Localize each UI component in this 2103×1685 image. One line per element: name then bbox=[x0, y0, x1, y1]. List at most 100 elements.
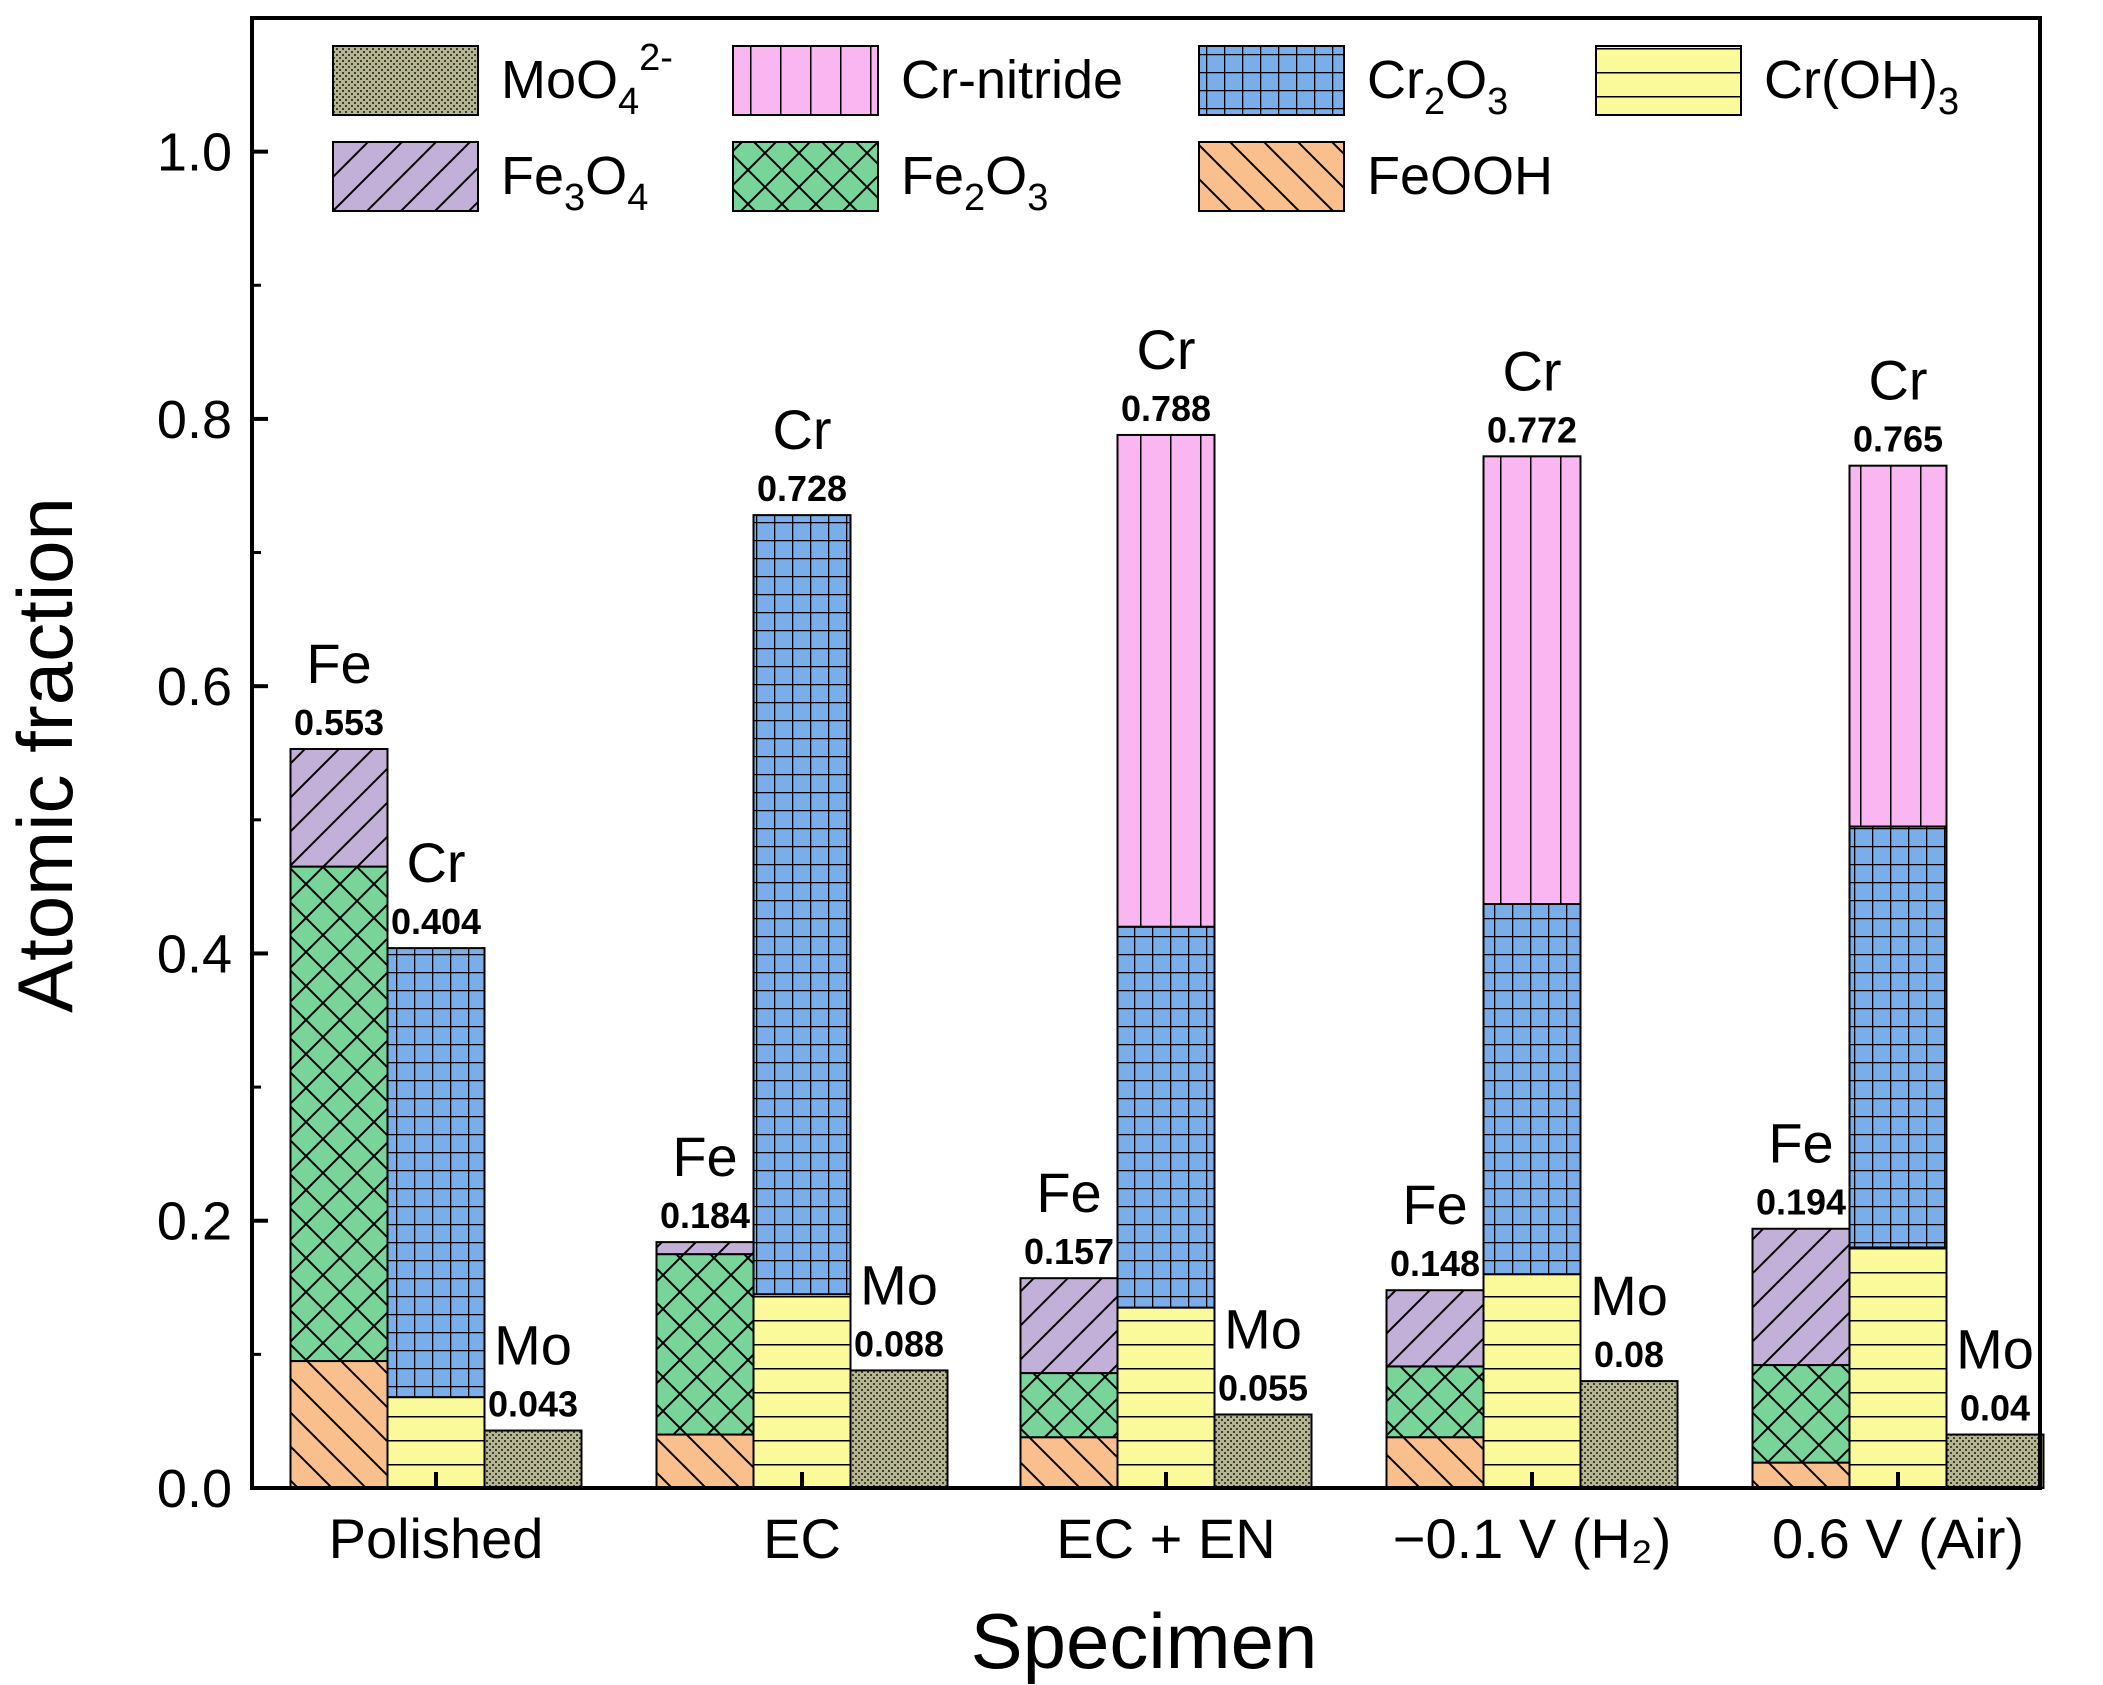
bar-segment-polished-mo-moo4 bbox=[483, 1429, 583, 1490]
legend-item-crnitride: Cr-nitride bbox=[732, 45, 1123, 116]
bar-segment-0-6-v-air-cr-croh3 bbox=[1848, 1246, 1948, 1490]
element-label-0-6-v-air-fe: Fe bbox=[1768, 1112, 1833, 1175]
axes: 0.0 0.2 0.4 0.6 0.8 1.0 Polished EC EC + EN −0.1 … bbox=[157, 16, 2042, 1570]
legend-item-fe2o3: Fe2O3 bbox=[732, 141, 1048, 219]
bar-segment-ec-en-cr-cr2o3 bbox=[1116, 925, 1216, 1309]
bar-group-ec: 0.184 Fe 0.728 Cr 0.088 Mo bbox=[655, 398, 949, 1490]
value-label-0-1-v-h-fe: 0.148 bbox=[1390, 1243, 1480, 1284]
legend-swatch-crnitride bbox=[732, 45, 879, 116]
value-label-ec-en-mo: 0.055 bbox=[1218, 1368, 1308, 1409]
value-label-0-1-v-h-cr: 0.772 bbox=[1487, 409, 1577, 450]
x-tick-label-polished: Polished bbox=[329, 1507, 544, 1570]
legend-label-moo4: MoO42- bbox=[501, 37, 673, 123]
legend-swatch-feooh bbox=[1198, 141, 1345, 212]
bar-segment-0-1-v-h-cr-crnitride bbox=[1482, 455, 1582, 906]
x-axis-title: Specimen bbox=[971, 1597, 1318, 1685]
bar-segment-ec-en-mo-moo4 bbox=[1213, 1413, 1313, 1489]
bar-segment-polished-fe-fe3o4 bbox=[289, 747, 389, 868]
x-tick-label-0-1-v-h: −0.1 V (H₂) bbox=[1393, 1507, 1672, 1570]
bar-segment-polished-fe-fe2o3 bbox=[289, 865, 389, 1363]
bar-segment-0-6-v-air-fe-fe3o4 bbox=[1751, 1227, 1851, 1367]
bar-segment-0-6-v-air-cr-cr2o3 bbox=[1848, 825, 1948, 1249]
value-label-ec-mo: 0.088 bbox=[854, 1323, 944, 1364]
legend: MoO42- Cr-nitride Cr2O3 Cr(OH)3 Fe3O4 Fe2O3 Fe… bbox=[332, 37, 1959, 219]
value-label-ec-en-fe: 0.157 bbox=[1024, 1231, 1114, 1272]
element-label-ec-en-cr: Cr bbox=[1136, 318, 1195, 381]
bar-segment-0-1-v-h-fe-fe2o3 bbox=[1385, 1365, 1485, 1439]
legend-swatch-cr2o3 bbox=[1198, 45, 1345, 116]
element-label-ec-fe: Fe bbox=[672, 1125, 737, 1188]
y-axis-title: Atomic fraction bbox=[1, 497, 89, 1013]
bar-segment-0-6-v-air-mo-moo4 bbox=[1945, 1433, 2045, 1489]
x-tick-label-0-6-v-air: 0.6 V (Air) bbox=[1772, 1507, 2024, 1570]
bar-group-ec-en: 0.157 Fe 0.788 Cr 0.055 Mo bbox=[1019, 318, 1313, 1490]
bar-segment-ec-cr-croh3 bbox=[752, 1293, 852, 1490]
bar-segment-ec-en-fe-fe3o4 bbox=[1019, 1277, 1119, 1375]
bar-segment-0-1-v-h-cr-cr2o3 bbox=[1482, 903, 1582, 1276]
bar-group-polished: 0.553 Fe 0.404 Cr 0.043 Mo bbox=[289, 632, 583, 1490]
legend-label-fe2o3: Fe2O3 bbox=[901, 146, 1048, 219]
bar-segment-ec-fe-feooh bbox=[655, 1433, 755, 1489]
bar-segment-polished-fe-feooh bbox=[289, 1360, 389, 1489]
bars-layer: 0.553 Fe 0.404 Cr 0.043 Mo 0.184 Fe 0.728 Cr 0.088… bbox=[289, 318, 2045, 1490]
element-label-polished-fe: Fe bbox=[306, 632, 371, 695]
bar-segment-ec-cr-cr2o3 bbox=[752, 514, 852, 1296]
value-label-ec-en-cr: 0.788 bbox=[1121, 388, 1211, 429]
element-label-polished-mo: Mo bbox=[494, 1314, 572, 1377]
legend-label-croh3: Cr(OH)3 bbox=[1764, 50, 1959, 123]
y-tick-label-1: 0.2 bbox=[157, 1192, 232, 1252]
bar-segment-0-1-v-h-cr-croh3 bbox=[1482, 1273, 1582, 1489]
plot-frame bbox=[250, 16, 2042, 1490]
bar-group-0-1-v-h: 0.148 Fe 0.772 Cr 0.08 Mo bbox=[1385, 339, 1679, 1490]
value-label-0-6-v-air-mo: 0.04 bbox=[1960, 1388, 2030, 1429]
legend-swatch-fe3o4 bbox=[332, 141, 479, 212]
element-label-0-1-v-h-fe: Fe bbox=[1402, 1173, 1467, 1236]
bar-segment-0-6-v-air-fe-fe2o3 bbox=[1751, 1364, 1851, 1464]
bar-segment-ec-en-fe-fe2o3 bbox=[1019, 1372, 1119, 1439]
value-label-ec-cr: 0.728 bbox=[757, 468, 847, 509]
legend-label-fe3o4: Fe3O4 bbox=[501, 146, 648, 219]
value-label-polished-mo: 0.043 bbox=[488, 1384, 578, 1425]
element-label-ec-en-fe: Fe bbox=[1036, 1161, 1101, 1224]
bar-segment-polished-cr-cr2o3 bbox=[386, 947, 486, 1399]
element-label-0-1-v-h-mo: Mo bbox=[1590, 1264, 1668, 1327]
value-label-0-6-v-air-fe: 0.194 bbox=[1756, 1182, 1846, 1223]
bar-segment-0-6-v-air-fe-feooh bbox=[1751, 1461, 1851, 1490]
y-tick-label-2: 0.4 bbox=[157, 924, 232, 984]
bar-segment-0-1-v-h-mo-moo4 bbox=[1579, 1380, 1679, 1490]
value-label-polished-cr: 0.404 bbox=[391, 901, 481, 942]
legend-label-feooh: FeOOH bbox=[1367, 146, 1553, 206]
element-label-0-6-v-air-mo: Mo bbox=[1956, 1318, 2034, 1381]
element-label-0-6-v-air-cr: Cr bbox=[1868, 349, 1927, 412]
bar-segment-ec-en-cr-crnitride bbox=[1116, 433, 1216, 928]
element-label-ec-mo: Mo bbox=[860, 1253, 938, 1316]
bar-segment-ec-fe-fe2o3 bbox=[655, 1253, 755, 1436]
element-label-0-1-v-h-cr: Cr bbox=[1502, 339, 1561, 402]
legend-item-croh3: Cr(OH)3 bbox=[1595, 45, 1959, 123]
bar-segment-0-6-v-air-cr-crnitride bbox=[1848, 464, 1948, 828]
legend-swatch-fe2o3 bbox=[732, 141, 879, 212]
y-tick-label-4: 0.8 bbox=[157, 390, 232, 450]
legend-swatch-moo4 bbox=[332, 45, 479, 116]
y-tick-label-0: 0.0 bbox=[157, 1459, 232, 1519]
y-tick-label-3: 0.6 bbox=[157, 657, 232, 717]
legend-label-crnitride: Cr-nitride bbox=[901, 50, 1123, 110]
bar-segment-ec-en-cr-croh3 bbox=[1116, 1306, 1216, 1490]
legend-swatch-croh3 bbox=[1595, 45, 1742, 116]
legend-item-cr2o3: Cr2O3 bbox=[1198, 45, 1508, 123]
value-label-0-6-v-air-cr: 0.765 bbox=[1853, 419, 1943, 460]
element-label-polished-cr: Cr bbox=[406, 831, 465, 894]
bar-segment-0-1-v-h-fe-feooh bbox=[1385, 1436, 1485, 1489]
value-label-polished-fe: 0.553 bbox=[294, 702, 384, 743]
bar-segment-ec-fe-fe3o4 bbox=[655, 1241, 755, 1256]
legend-item-fe3o4: Fe3O4 bbox=[332, 141, 648, 219]
value-label-0-1-v-h-mo: 0.08 bbox=[1594, 1334, 1664, 1375]
x-tick-label-ec-en: EC + EN bbox=[1056, 1507, 1275, 1570]
bar-group-0-6-v-air: 0.194 Fe 0.765 Cr 0.04 Mo bbox=[1751, 349, 2045, 1490]
bar-segment-ec-mo-moo4 bbox=[849, 1369, 949, 1490]
legend-item-moo4: MoO42- bbox=[332, 37, 673, 123]
bar-segment-0-1-v-h-fe-fe3o4 bbox=[1385, 1289, 1485, 1368]
x-tick-label-ec: EC bbox=[763, 1507, 841, 1570]
legend-item-feooh: FeOOH bbox=[1198, 141, 1553, 212]
